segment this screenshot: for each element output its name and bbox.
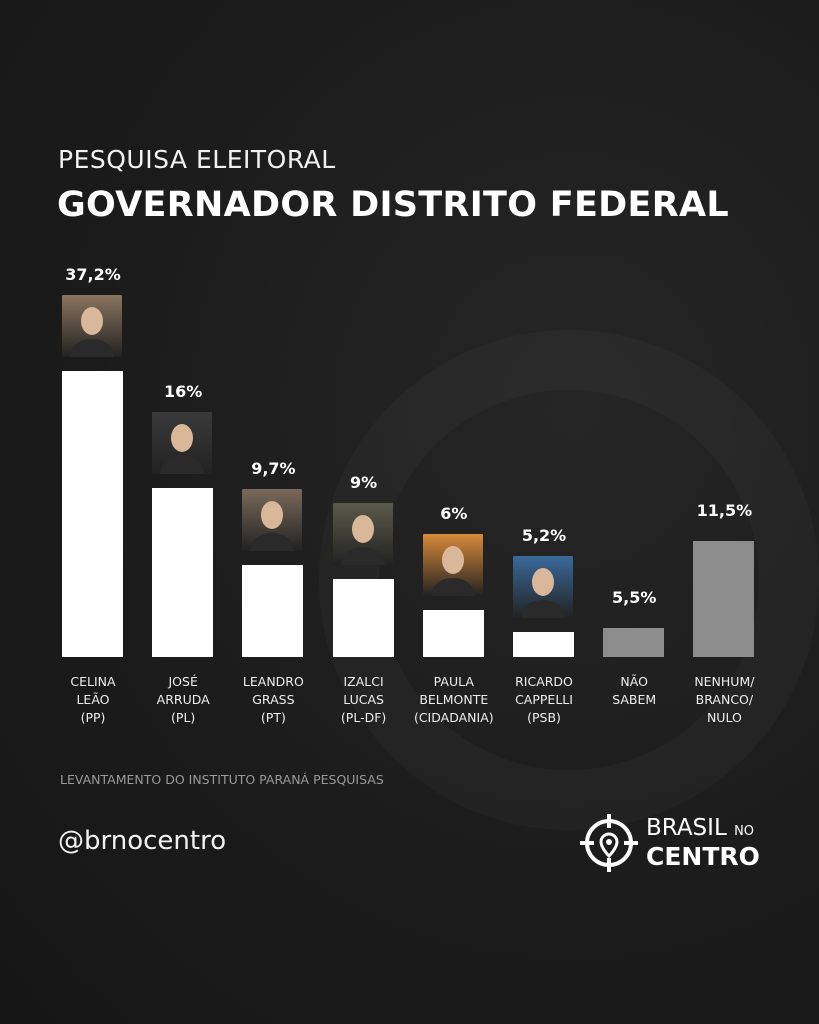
category-label-line: LEÃO [76,692,110,707]
logo-text-no: NO [734,824,755,839]
candidate-photo [62,295,122,357]
value-label: 37,2% [65,265,121,284]
bar-chart: 37,2% 16% 9,7% 9% 6% 5,2% 5,5% 11,5% [62,265,755,657]
category-label-line: IZALCI [343,674,384,689]
bar [332,579,394,657]
value-label: 6% [440,504,468,523]
category-label-line: LUCAS [343,692,384,707]
category-label-line: JOSÉ [168,674,198,689]
value-label: 9% [350,473,378,492]
candidate-photo [242,489,303,551]
logo-text-centro: CENTRO [646,842,760,871]
bar [62,371,123,657]
chart-subtitle: PESQUISA ELEITORAL [58,145,336,174]
bar [152,488,214,657]
value-label: 5,2% [521,526,567,545]
candidate-photo [152,412,213,474]
logo-text-brasil: BRASIL [646,815,727,841]
category-label: RICARDO CAPPELLI (PSB) [494,673,594,727]
category-label-line: LEANDRO [242,674,304,689]
category-label-line: SABEM [612,692,657,707]
category-label: PAULA BELMONTE (CIDADANIA) [404,673,504,727]
category-label-line: (PL) [171,710,196,725]
candidate-photo [513,556,573,618]
source-note: LEVANTAMENTO DO INSTITUTO PARANÁ PESQUIS… [60,772,384,787]
value-label: 9,7% [251,459,296,478]
category-label-line: NÃO [620,674,648,689]
category-label-line: PAULA [433,674,474,689]
category-label-line: (PP) [80,710,106,725]
bar [693,541,755,657]
value-label: 16% [164,382,203,401]
category-label-line: NULO [706,710,742,725]
chart-title: GOVERNADOR DISTRITO FEDERAL [57,185,729,225]
category-label-line: RICARDO [515,674,573,689]
bar [603,628,665,657]
category-label: LEANDRO GRASS (PT) [223,673,323,727]
category-label: NENHUM/BRANCO/NULO [674,673,774,727]
category-label-line: CAPPELLI [515,692,573,707]
bar [422,610,484,657]
category-label-line: (PL-DF) [340,710,387,725]
category-label-line: BRANCO/ [695,692,754,707]
bar [242,565,304,657]
candidate-photo [422,534,483,596]
brand-logo: BRASIL NO CENTRO [578,812,760,874]
candidate-photo [332,503,393,565]
category-label-line: (PT) [260,710,286,725]
category-label-line: BELMONTE [419,692,489,707]
bar [513,632,574,657]
category-label-line: CELINA [70,674,116,689]
category-label-line: (PSB) [527,710,561,725]
category-label-line: NENHUM/ [694,674,755,689]
category-label: JOSÉ ARRUDA (PL) [133,673,233,727]
category-label: IZALCI LUCAS (PL-DF) [314,673,414,727]
value-label: 5,5% [612,588,657,607]
category-label-line: (CIDADANIA) [413,710,494,725]
category-label: NÃO SABEM [584,673,684,709]
category-label-line: GRASS [252,692,295,707]
category-label: CELINA LEÃO (PP) [43,673,143,727]
social-handle: @brnocentro [58,826,227,856]
category-label-line: ARRUDA [156,692,210,707]
crosshair-pin-icon [580,814,638,872]
value-label: 11,5% [696,501,753,520]
